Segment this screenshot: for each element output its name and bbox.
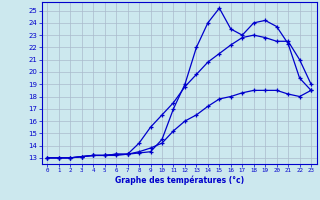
X-axis label: Graphe des températures (°c): Graphe des températures (°c)	[115, 176, 244, 185]
